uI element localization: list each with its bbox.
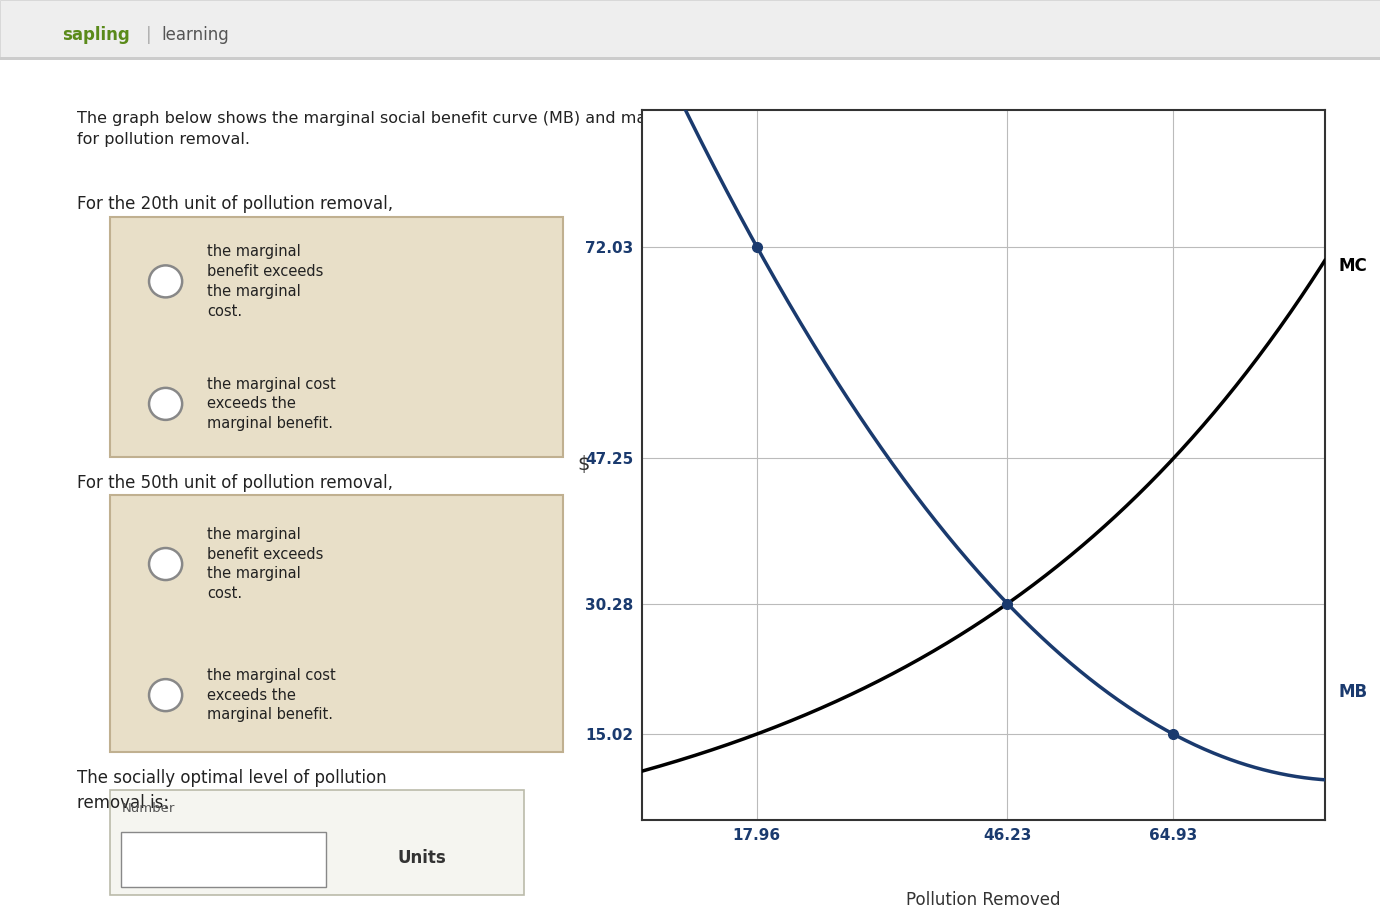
FancyBboxPatch shape [121, 832, 326, 887]
Text: Units: Units [397, 849, 446, 867]
Text: the marginal
benefit exceeds
the marginal
cost.: the marginal benefit exceeds the margina… [207, 245, 323, 319]
Text: ⊞: ⊞ [1329, 24, 1340, 37]
Text: the marginal cost
exceeds the
marginal benefit.: the marginal cost exceeds the marginal b… [207, 668, 335, 723]
Ellipse shape [149, 266, 182, 298]
FancyBboxPatch shape [110, 495, 563, 752]
Text: For the 50th unit of pollution removal,: For the 50th unit of pollution removal, [77, 474, 393, 492]
Ellipse shape [149, 387, 182, 420]
Text: The socially optimal level of pollution
removal is:: The socially optimal level of pollution … [77, 769, 386, 812]
Text: Number: Number [121, 802, 175, 815]
Text: Map: Map [1286, 23, 1315, 38]
Text: The graph below shows the marginal social benefit curve (MB) and marginal social: The graph below shows the marginal socia… [77, 111, 874, 147]
Text: |: | [146, 26, 152, 44]
Ellipse shape [149, 679, 182, 711]
Ellipse shape [149, 548, 182, 580]
FancyBboxPatch shape [110, 216, 563, 457]
Text: MC: MC [1339, 257, 1368, 275]
FancyBboxPatch shape [110, 790, 524, 895]
Text: MB: MB [1339, 683, 1368, 701]
FancyBboxPatch shape [1264, 7, 1359, 55]
Text: learning: learning [161, 26, 229, 44]
Text: Pollution Removed: Pollution Removed [907, 890, 1060, 909]
Text: $: $ [577, 455, 589, 474]
Text: sapling: sapling [62, 26, 130, 44]
Text: the marginal
benefit exceeds
the marginal
cost.: the marginal benefit exceeds the margina… [207, 527, 323, 601]
Text: the marginal cost
exceeds the
marginal benefit.: the marginal cost exceeds the marginal b… [207, 376, 335, 431]
Text: For the 20th unit of pollution removal,: For the 20th unit of pollution removal, [77, 195, 393, 213]
